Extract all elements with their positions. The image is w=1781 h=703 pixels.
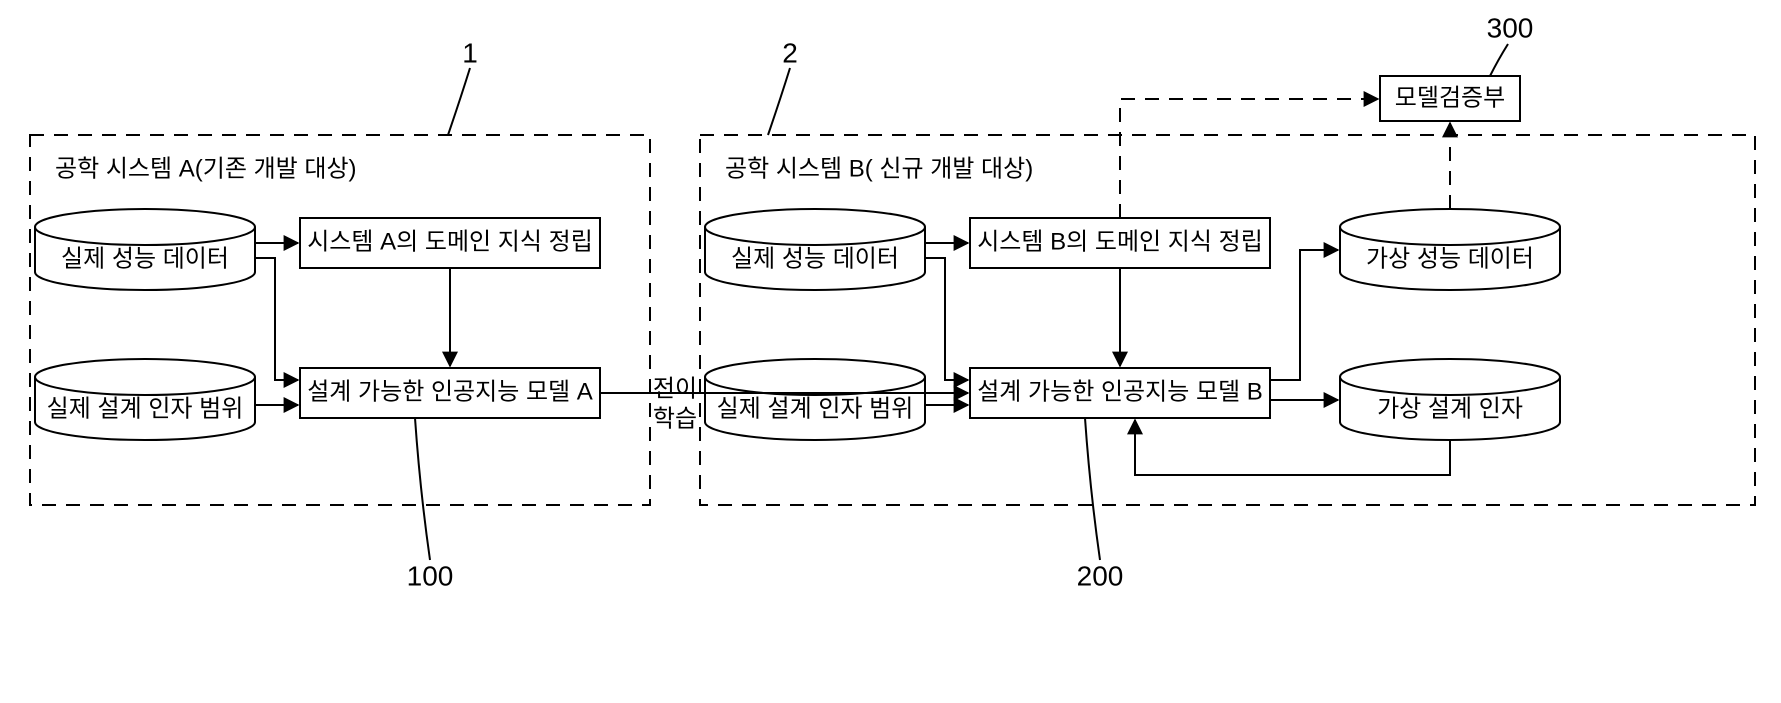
ref-200: 200	[1077, 560, 1124, 591]
ref-1: 1	[462, 37, 478, 68]
cyl-b-design-label: 실제 설계 인자 범위	[717, 395, 914, 422]
box-a-domain-label: 시스템 A의 도메인 지식 정립	[307, 228, 593, 255]
system-b-dashed-box	[700, 135, 1755, 505]
cyl-a-perf-label: 실제 성능 데이터	[61, 245, 229, 272]
arrow-b-perf-to-model	[925, 258, 968, 380]
cyl-b-design: 실제 설계 인자 범위	[705, 359, 925, 440]
cyl-b-virt-design: 가상 설계 인자	[1340, 359, 1560, 440]
ref-1-leader	[448, 68, 470, 135]
ref-300-leader	[1490, 44, 1508, 76]
system-a-title: 공학 시스템 A(기존 개발 대상)	[55, 155, 357, 182]
ref-100: 100	[407, 560, 454, 591]
arrow-b-model-to-virt-perf	[1270, 250, 1338, 380]
box-a-model-label: 설계 가능한 인공지능 모델 A	[307, 378, 593, 405]
cyl-a-perf: 실제 성능 데이터	[35, 209, 255, 290]
cyl-b-virt-perf-label: 가상 성능 데이터	[1366, 245, 1534, 272]
cyl-a-design-label: 실제 설계 인자 범위	[47, 395, 244, 422]
ref-2: 2	[782, 37, 798, 68]
cyl-b-perf: 실제 성능 데이터	[705, 209, 925, 290]
ref-100-leader	[415, 418, 430, 560]
system-a-dashed-box	[30, 135, 650, 505]
cyl-a-design: 실제 설계 인자 범위	[35, 359, 255, 440]
cyl-b-perf-label: 실제 성능 데이터	[731, 245, 899, 272]
system-b-title: 공학 시스템 B( 신규 개발 대상)	[725, 155, 1033, 182]
transfer-label-1: 전이	[653, 375, 697, 402]
arrow-dashed-domain-to-verifier	[1120, 99, 1378, 218]
cyl-b-virt-perf: 가상 성능 데이터	[1340, 209, 1560, 290]
box-verifier-label: 모델검증부	[1395, 84, 1505, 111]
ref-2-leader	[768, 68, 790, 135]
ref-200-leader	[1085, 418, 1100, 560]
transfer-label-2: 학습	[653, 405, 697, 432]
box-b-domain-label: 시스템 B의 도메인 지식 정립	[977, 228, 1263, 255]
arrow-a-perf-to-model	[255, 258, 298, 380]
cyl-b-virt-design-label: 가상 설계 인자	[1377, 395, 1523, 422]
ref-300: 300	[1487, 12, 1534, 43]
diagram-canvas: 공학 시스템 A(기존 개발 대상) 1 실제 성능 데이터 실제 설계 인자 …	[0, 0, 1781, 703]
box-b-model-label: 설계 가능한 인공지능 모델 B	[977, 378, 1263, 405]
